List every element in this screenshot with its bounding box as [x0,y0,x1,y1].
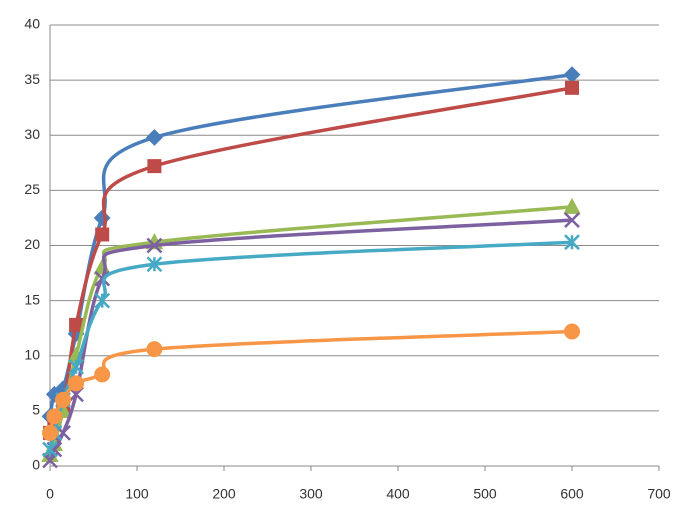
series-line [48,240,573,450]
x-tick-label: 300 [299,486,323,502]
point [68,358,84,375]
x-tick-label: 0 [46,486,54,502]
y-tick-label: 10 [24,346,40,362]
point [46,408,63,425]
y-tick-label: 5 [32,402,40,418]
point [69,317,84,332]
y-tick-label: 35 [24,71,40,87]
point [564,323,580,340]
point [146,341,163,358]
x-tick-label: 400 [386,486,410,502]
y-tick-label: 30 [24,126,40,142]
x-tick-label: 200 [212,486,236,502]
point [564,234,580,251]
point [42,441,58,458]
point [42,424,58,441]
point [146,256,163,273]
y-tick-label: 0 [32,457,40,473]
series-line [48,218,573,462]
point [94,292,111,309]
point [147,159,162,174]
y-tick-label: 40 [24,16,40,32]
point [94,366,111,383]
x-tick-label: 100 [125,486,149,502]
x-tick-label: 700 [647,486,671,502]
x-tick-label: 500 [473,486,497,502]
point [563,197,581,214]
point [565,80,579,95]
point [145,129,163,146]
point [146,237,163,254]
y-tick-label: 25 [24,181,40,197]
y-tick-label: 15 [24,291,40,307]
point [95,227,110,242]
point [564,212,580,229]
point [68,375,85,392]
point [55,391,72,408]
x-tick-label: 600 [560,486,584,502]
y-tick-label: 20 [24,236,40,252]
